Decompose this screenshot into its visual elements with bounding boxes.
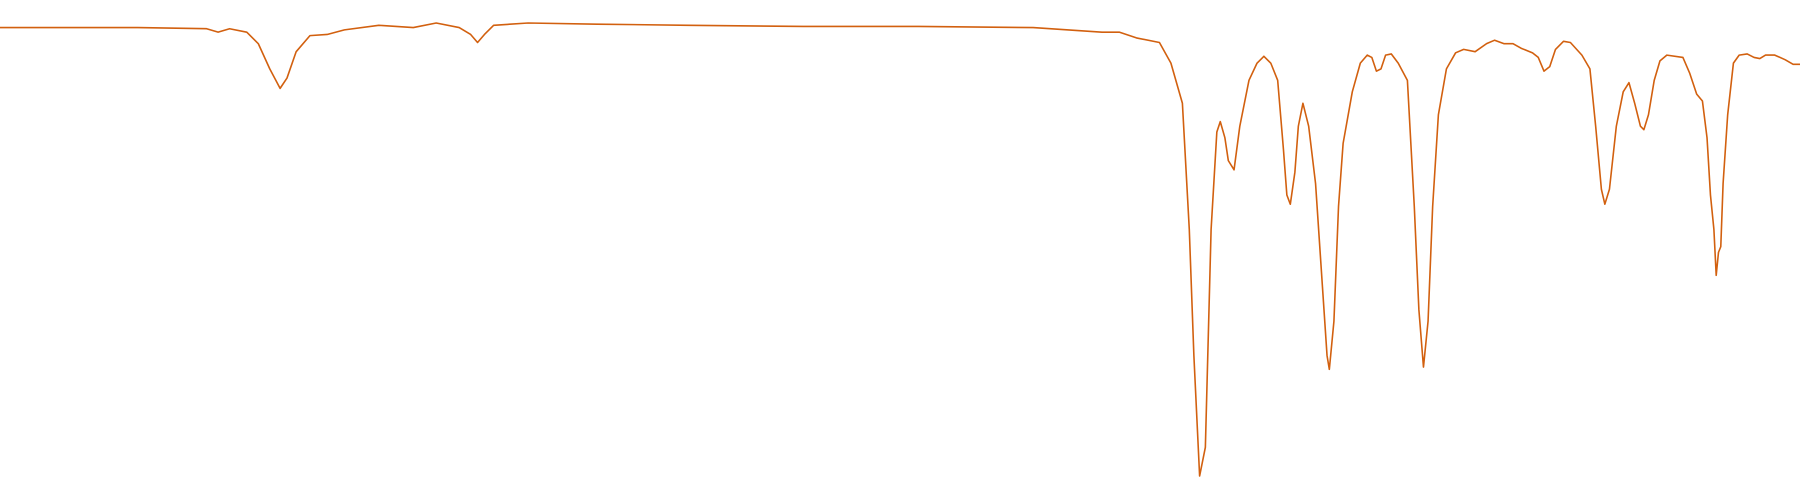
spectrum-line xyxy=(0,22,1800,477)
